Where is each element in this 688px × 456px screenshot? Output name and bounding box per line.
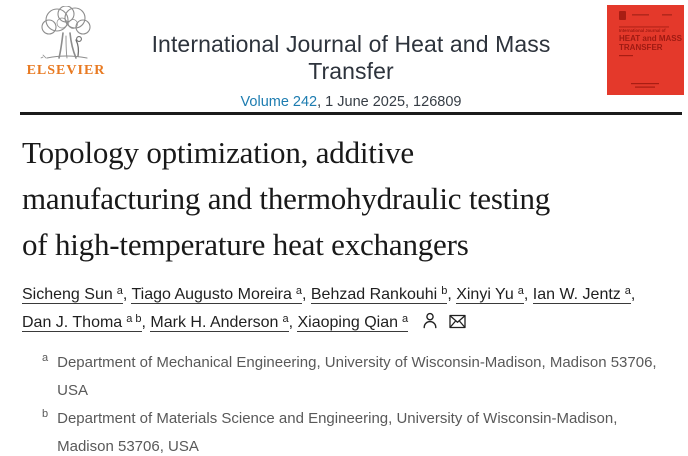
author-separator: , xyxy=(523,286,533,303)
author-separator: , xyxy=(288,314,298,331)
affiliation-item: b Department of Materials Science and Eng… xyxy=(42,405,666,456)
author-separator: , xyxy=(447,286,457,303)
affiliation-sup: b xyxy=(42,408,49,420)
elsevier-tree-icon xyxy=(40,6,91,59)
author-name: Xinyi Yu xyxy=(456,286,514,303)
affiliation-text: Department of Materials Science and Engi… xyxy=(57,410,618,455)
article-title-line: Topology optimization, additive xyxy=(22,135,414,170)
author-name: Xiaoping Qian xyxy=(297,314,398,331)
author-affiliation-sup: a xyxy=(517,285,524,297)
elsevier-wordmark: ELSEVIER xyxy=(26,63,106,78)
envelope-icon[interactable] xyxy=(449,314,466,329)
issue-info: , 1 June 2025, 126809 xyxy=(317,94,462,110)
author-link[interactable]: Behzad Rankouhi b xyxy=(310,285,448,304)
author-name: Dan J. Thoma xyxy=(22,314,123,331)
author-link[interactable]: Tiago Augusto Moreira a xyxy=(131,286,302,304)
cover-title-line1: HEAT and MASS xyxy=(619,34,683,43)
author-affiliation-sup: a xyxy=(282,313,289,325)
author-name: Sicheng Sun xyxy=(22,286,113,303)
author-name: Tiago Augusto Moreira xyxy=(131,286,292,303)
author-affiliation-sup: a xyxy=(116,285,123,297)
cover-journal-kicker: International Journal of xyxy=(619,28,666,33)
author-link[interactable]: Sicheng Sun a xyxy=(22,286,123,304)
author-affiliation-sup: a xyxy=(624,285,631,297)
journal-title-link[interactable]: International Journal of Heat and Mass T… xyxy=(151,31,551,84)
author-action-icons xyxy=(417,312,473,331)
author-separator: , xyxy=(301,286,311,303)
journal-cover-image: International Journal of HEAT and MASS T… xyxy=(607,5,684,95)
affiliation-item: a Department of Mechanical Engineering, U… xyxy=(42,349,666,405)
author-list: Sicheng Sun a, Tiago Augusto Moreira a, Be… xyxy=(22,281,686,337)
author-link[interactable]: Dan J. Thoma a b xyxy=(22,314,142,332)
journal-cover-thumbnail[interactable]: International Journal of HEAT and MASS T… xyxy=(607,5,684,95)
author-name: Mark H. Anderson xyxy=(150,314,279,331)
author-separator: , xyxy=(122,286,132,303)
article-title: Topology optimization, additive manufact… xyxy=(22,130,672,268)
author-link[interactable]: Xiaoping Qian a xyxy=(297,313,409,332)
author-affiliation-sup: a xyxy=(295,285,302,297)
affiliation-list: a Department of Mechanical Engineering, U… xyxy=(42,349,666,456)
author-name: Ian W. Jentz xyxy=(532,286,621,303)
volume-line: Volume 242, 1 June 2025, 126809 xyxy=(110,94,592,110)
article-title-line: manufacturing and thermohydraulic testin… xyxy=(22,181,551,216)
person-icon[interactable] xyxy=(422,312,438,329)
author-name: Behzad Rankouhi xyxy=(310,286,438,303)
author-separator: , xyxy=(141,314,151,331)
header-divider xyxy=(20,112,682,115)
author-affiliation-sup: a xyxy=(401,313,409,325)
article-title-line: of high-temperature heat exchangers xyxy=(22,227,469,262)
elsevier-logo[interactable]: ELSEVIER xyxy=(24,6,108,79)
affiliation-text: Department of Mechanical Engineering, Un… xyxy=(57,354,657,399)
volume-link[interactable]: Volume 242 xyxy=(240,94,318,110)
author-affiliation-sup: b xyxy=(441,285,448,297)
author-separator: , xyxy=(630,286,636,303)
author-link[interactable]: Mark H. Anderson a xyxy=(150,313,289,332)
author-link[interactable]: Ian W. Jentz a xyxy=(532,285,631,304)
author-link[interactable]: Xinyi Yu a xyxy=(456,286,524,304)
journal-meta: International Journal of Heat and Mass T… xyxy=(110,31,592,110)
cover-title-line2: TRANSFER xyxy=(619,43,663,52)
affiliation-sup: a xyxy=(42,352,49,364)
author-affiliation-sup: a b xyxy=(126,313,142,325)
